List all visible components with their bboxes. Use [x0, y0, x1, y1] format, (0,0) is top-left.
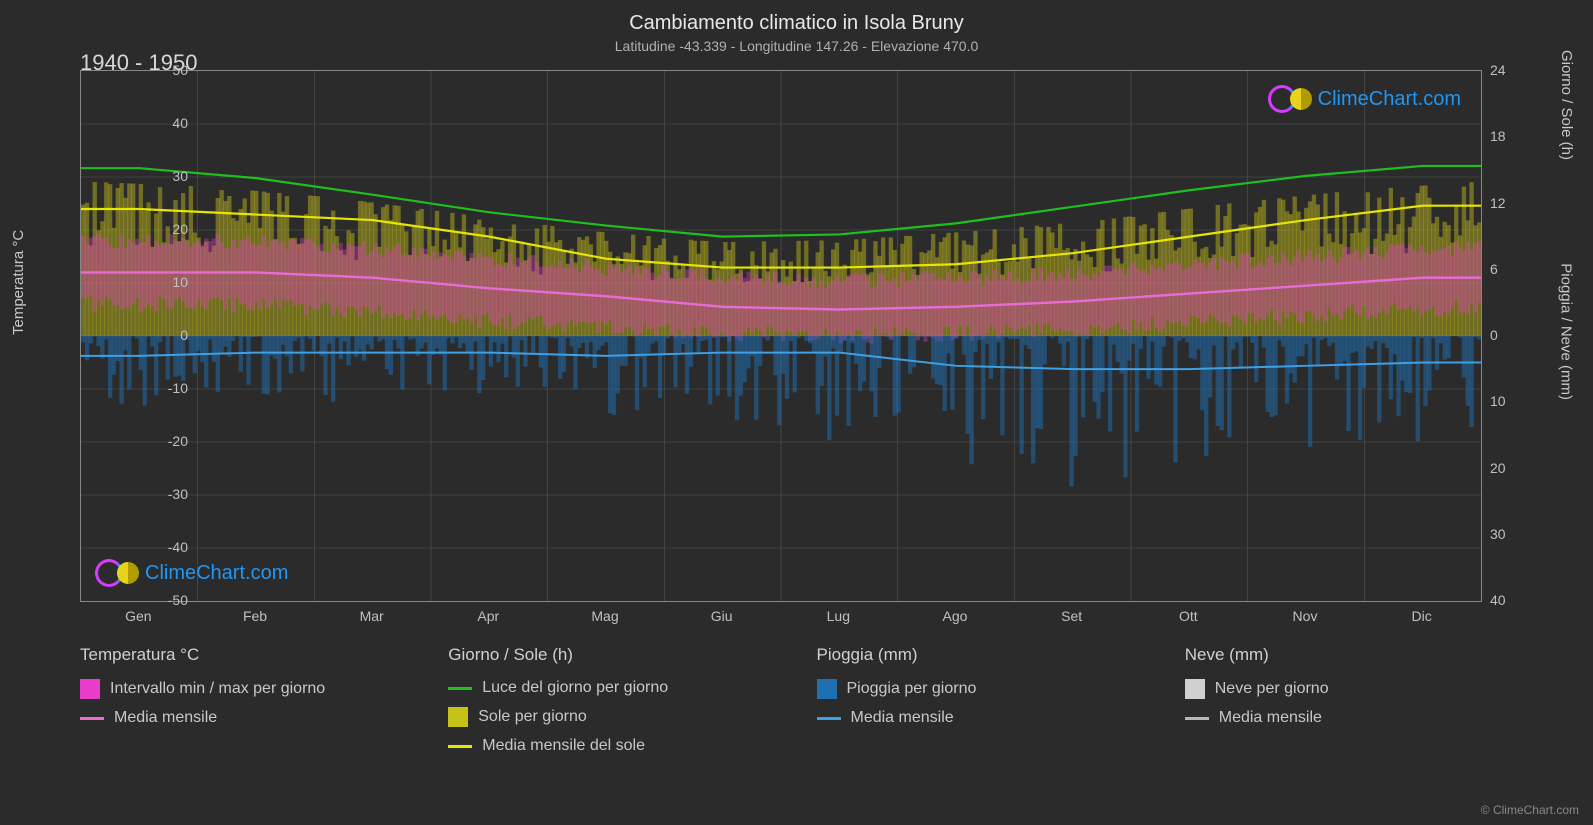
x-tick: Mag — [591, 608, 618, 624]
x-tick: Mar — [360, 608, 384, 624]
y-tick-right: 12 — [1490, 195, 1506, 211]
x-tick: Apr — [477, 608, 499, 624]
logo-sun-icon — [117, 562, 139, 584]
plot-svg — [81, 71, 1481, 601]
legend-swatch — [1185, 679, 1205, 699]
x-tick: Ott — [1179, 608, 1198, 624]
legend-col-daylight: Giorno / Sole (h) Luce del giorno per gio… — [448, 645, 776, 755]
x-tick: Nov — [1293, 608, 1318, 624]
legend-item: Media mensile — [1185, 709, 1513, 727]
y-axis-right-bottom-label: Pioggia / Neve (mm) — [1558, 263, 1575, 400]
y-tick-left: 20 — [78, 221, 188, 237]
x-tick: Feb — [243, 608, 267, 624]
legend-label: Sole per giorno — [478, 708, 587, 726]
plot-area: ClimeChart.com ClimeChart.com — [80, 70, 1482, 602]
y-tick-left: 50 — [78, 62, 188, 78]
legend: Temperatura °C Intervallo min / max per g… — [80, 645, 1513, 755]
legend-item: Sole per giorno — [448, 707, 776, 727]
legend-item: Media mensile — [80, 709, 408, 727]
legend-swatch — [817, 717, 841, 720]
y-tick-left: -50 — [78, 592, 188, 608]
legend-item: Neve per giorno — [1185, 679, 1513, 699]
legend-swatch — [817, 679, 837, 699]
y-tick-right: 20 — [1490, 460, 1506, 476]
legend-item: Pioggia per giorno — [817, 679, 1145, 699]
legend-header: Pioggia (mm) — [817, 645, 1145, 665]
legend-col-snow: Neve (mm) Neve per giorno Media mensile — [1185, 645, 1513, 755]
legend-label: Intervallo min / max per giorno — [110, 680, 325, 698]
y-tick-left: -10 — [78, 380, 188, 396]
watermark-top: ClimeChart.com — [1268, 85, 1461, 113]
x-tick: Gen — [125, 608, 151, 624]
legend-swatch — [80, 679, 100, 699]
x-tick: Set — [1061, 608, 1082, 624]
x-tick: Lug — [827, 608, 850, 624]
legend-label: Media mensile del sole — [482, 737, 645, 755]
legend-label: Pioggia per giorno — [847, 680, 977, 698]
x-tick: Dic — [1412, 608, 1432, 624]
legend-label: Media mensile — [1219, 709, 1322, 727]
legend-swatch — [448, 745, 472, 748]
legend-swatch — [1185, 717, 1209, 720]
y-tick-right: 30 — [1490, 526, 1506, 542]
y-tick-left: 30 — [78, 168, 188, 184]
y-tick-right: 6 — [1490, 261, 1498, 277]
x-tick: Giu — [711, 608, 733, 624]
legend-col-rain: Pioggia (mm) Pioggia per giorno Media mens… — [817, 645, 1145, 755]
legend-col-temperature: Temperatura °C Intervallo min / max per g… — [80, 645, 408, 755]
legend-swatch — [80, 717, 104, 720]
y-tick-left: -20 — [78, 433, 188, 449]
y-axis-right-top-label: Giorno / Sole (h) — [1558, 50, 1575, 160]
watermark-text: ClimeChart.com — [1318, 88, 1461, 111]
y-tick-left: 40 — [78, 115, 188, 131]
y-tick-left: 0 — [78, 327, 188, 343]
logo-sun-icon — [1290, 88, 1312, 110]
legend-label: Media mensile — [114, 709, 217, 727]
legend-label: Media mensile — [851, 709, 954, 727]
legend-swatch — [448, 687, 472, 690]
y-tick-left: -30 — [78, 486, 188, 502]
y-tick-right: 0 — [1490, 327, 1498, 343]
legend-item: Intervallo min / max per giorno — [80, 679, 408, 699]
y-tick-left: 10 — [78, 274, 188, 290]
copyright: © ClimeChart.com — [1481, 803, 1579, 817]
legend-header: Temperatura °C — [80, 645, 408, 665]
legend-item: Media mensile del sole — [448, 737, 776, 755]
y-tick-left: -40 — [78, 539, 188, 555]
y-tick-right: 40 — [1490, 592, 1506, 608]
y-tick-right: 24 — [1490, 62, 1506, 78]
y-tick-right: 18 — [1490, 128, 1506, 144]
watermark-bottom: ClimeChart.com — [95, 559, 288, 587]
legend-item: Media mensile — [817, 709, 1145, 727]
watermark-text: ClimeChart.com — [145, 562, 288, 585]
chart-title: Cambiamento climatico in Isola Bruny — [0, 12, 1593, 35]
legend-header: Giorno / Sole (h) — [448, 645, 776, 665]
climate-chart: Cambiamento climatico in Isola Bruny Lat… — [0, 0, 1593, 825]
x-tick: Ago — [943, 608, 968, 624]
legend-label: Luce del giorno per giorno — [482, 679, 668, 697]
legend-swatch — [448, 707, 468, 727]
legend-item: Luce del giorno per giorno — [448, 679, 776, 697]
chart-subtitle: Latitudine -43.339 - Longitudine 147.26 … — [0, 38, 1593, 54]
y-axis-left-label: Temperatura °C — [10, 230, 27, 335]
y-tick-right: 10 — [1490, 393, 1506, 409]
legend-header: Neve (mm) — [1185, 645, 1513, 665]
legend-label: Neve per giorno — [1215, 680, 1329, 698]
